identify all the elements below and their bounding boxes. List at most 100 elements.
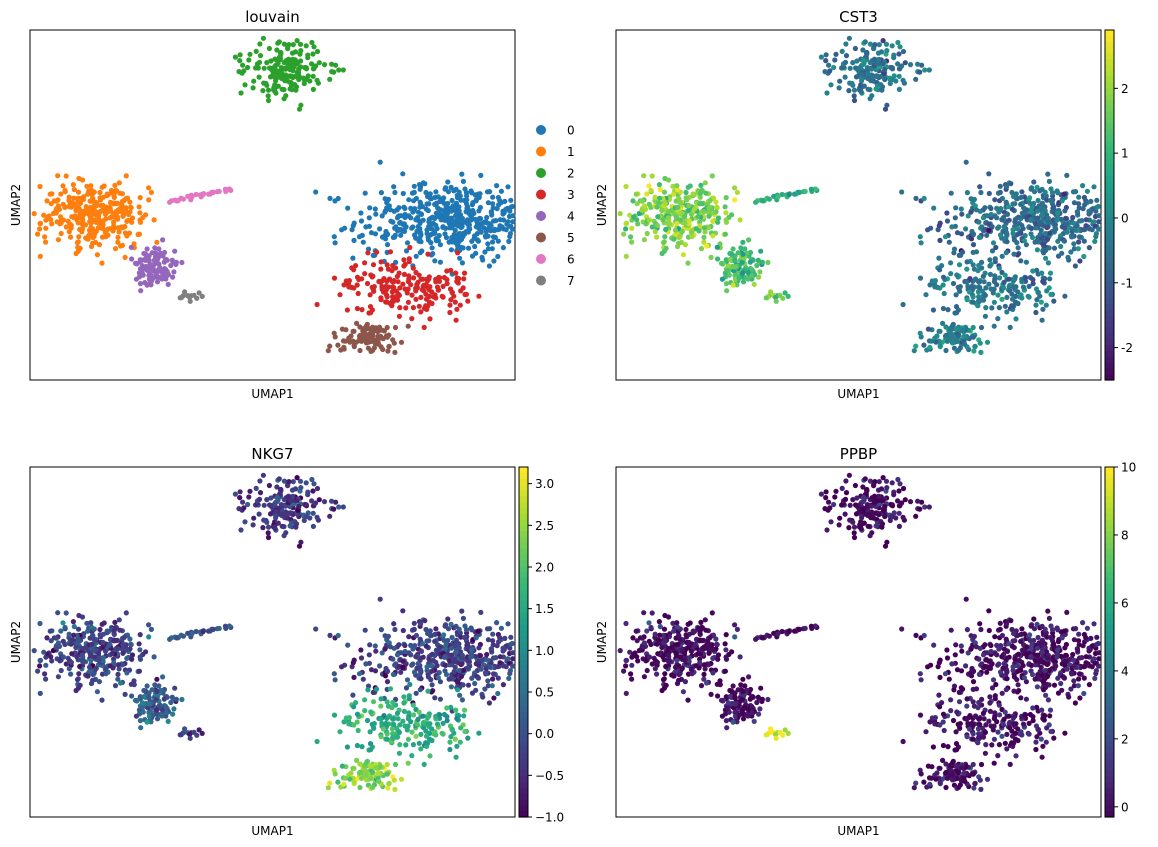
data-point <box>141 250 147 257</box>
colorbar-segment <box>519 764 528 771</box>
data-point <box>759 259 765 265</box>
data-point <box>396 642 402 648</box>
data-point <box>314 77 320 83</box>
colorbar-segment <box>519 799 528 806</box>
data-point <box>293 87 299 93</box>
data-point <box>94 689 100 695</box>
data-point <box>690 191 696 197</box>
data-point <box>460 230 466 236</box>
data-point <box>437 275 443 281</box>
data-point <box>730 282 736 288</box>
data-point <box>447 302 453 308</box>
data-point <box>426 219 432 225</box>
data-point <box>55 237 61 243</box>
data-point <box>655 214 661 220</box>
colorbar-tick-label: 1 <box>1121 147 1129 161</box>
data-point <box>424 664 430 670</box>
data-point <box>629 239 635 245</box>
data-point <box>1010 227 1016 233</box>
data-point <box>335 632 341 639</box>
data-point <box>410 661 416 667</box>
legend-label-5: 5 <box>567 231 575 245</box>
data-point <box>251 515 257 521</box>
data-point <box>378 696 384 702</box>
data-point <box>827 68 833 74</box>
data-point <box>1086 682 1092 688</box>
data-point <box>189 631 195 637</box>
data-point <box>331 671 337 677</box>
data-point <box>1021 675 1027 681</box>
data-point <box>374 249 380 255</box>
data-point <box>241 68 247 74</box>
scatter-points <box>31 35 516 355</box>
data-point <box>996 661 1002 667</box>
data-point <box>153 259 159 265</box>
data-point <box>351 342 357 348</box>
data-point <box>758 248 764 254</box>
data-point <box>1091 656 1097 662</box>
data-point <box>954 230 961 236</box>
scatter-points <box>31 472 516 792</box>
data-point <box>168 699 174 706</box>
colorbar-tick-label: 2.5 <box>535 519 554 533</box>
data-point <box>1055 210 1061 216</box>
data-point <box>674 187 680 193</box>
data-point <box>137 257 143 263</box>
data-point <box>719 276 725 282</box>
data-point <box>138 267 145 273</box>
colorbar-segment <box>519 677 528 684</box>
data-point <box>683 195 689 201</box>
data-point <box>292 49 299 55</box>
data-point <box>490 234 497 240</box>
data-point <box>274 57 280 63</box>
data-point <box>633 191 639 197</box>
data-point <box>377 226 383 232</box>
data-point <box>397 305 403 311</box>
data-point <box>376 341 382 347</box>
data-point <box>284 73 290 79</box>
data-point <box>970 242 977 248</box>
data-point <box>58 628 64 634</box>
data-point <box>818 54 824 60</box>
data-point <box>851 93 857 99</box>
data-point <box>970 262 976 268</box>
data-point <box>60 620 66 626</box>
data-point <box>279 523 285 529</box>
data-point <box>459 260 465 266</box>
data-point <box>968 236 975 242</box>
colorbar-segment <box>1105 76 1114 84</box>
colorbar-tick-label: 2.0 <box>535 561 554 575</box>
data-point <box>421 725 427 731</box>
data-point <box>802 188 808 194</box>
data-point <box>995 292 1001 298</box>
data-point <box>378 259 384 265</box>
data-point <box>862 39 868 45</box>
data-point <box>66 194 72 200</box>
data-point <box>441 632 447 638</box>
colorbar-segment <box>519 607 528 614</box>
colorbar-segment <box>519 502 528 509</box>
data-point <box>444 277 450 283</box>
data-point <box>448 297 454 303</box>
data-point <box>139 263 145 269</box>
data-point <box>454 278 460 285</box>
data-point <box>925 664 931 670</box>
data-point <box>964 627 970 633</box>
data-point <box>686 202 692 208</box>
data-point <box>327 780 333 786</box>
data-point <box>475 628 481 634</box>
data-point <box>988 648 994 655</box>
data-point <box>362 627 368 633</box>
data-point <box>391 777 397 783</box>
data-point <box>955 333 962 339</box>
data-point <box>1028 231 1034 237</box>
data-point <box>106 643 112 649</box>
data-point <box>232 491 238 497</box>
data-point <box>674 220 680 226</box>
data-point <box>693 226 699 232</box>
data-point <box>437 712 443 718</box>
data-point <box>480 694 486 700</box>
data-point <box>1051 245 1058 251</box>
data-point <box>384 731 390 737</box>
data-point <box>858 87 864 93</box>
